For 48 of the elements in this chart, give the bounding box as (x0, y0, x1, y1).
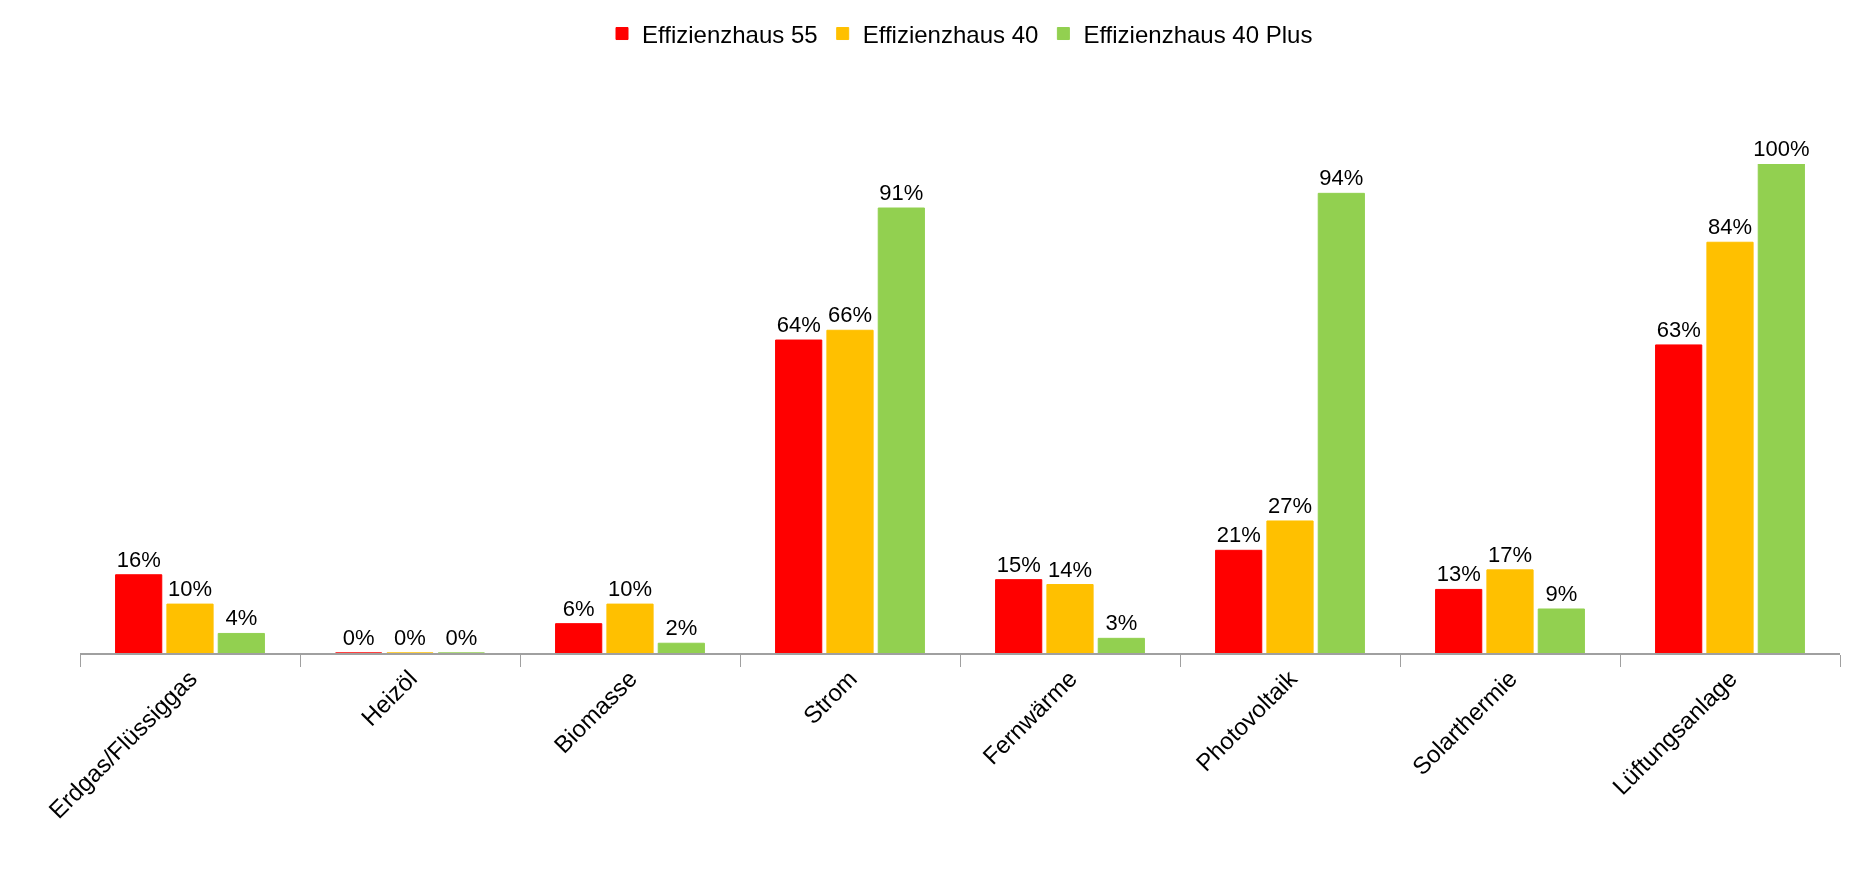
bar (995, 579, 1043, 653)
data-label: 100% (1753, 136, 1810, 161)
legend-label: Effizienzhaus 55 (642, 20, 818, 48)
bar (217, 632, 265, 653)
data-label: 13% (1436, 561, 1481, 587)
bar (1266, 520, 1314, 653)
legend-label: Effizienzhaus 40 Plus (1083, 20, 1313, 48)
bar (555, 623, 603, 653)
bar (1215, 549, 1263, 653)
data-label: 66% (827, 302, 873, 328)
bar (1486, 569, 1534, 653)
data-label: 17% (1487, 541, 1533, 567)
bar (1435, 588, 1483, 653)
data-label: 21% (1216, 522, 1261, 548)
data-label: 15% (996, 551, 1041, 577)
data-label: 0% (342, 625, 375, 650)
data-label: 4% (225, 605, 258, 631)
legend-label: Effizienzhaus 40 (862, 20, 1039, 48)
data-label: 63% (1656, 316, 1701, 342)
bar (1046, 584, 1094, 653)
data-label: 10% (607, 576, 653, 602)
bar (1317, 192, 1365, 653)
bar (1706, 241, 1754, 653)
bar (1537, 608, 1585, 653)
data-label: 94% (1319, 165, 1364, 191)
bar (775, 339, 823, 653)
bar (1757, 164, 1805, 653)
data-label: 16% (116, 546, 161, 572)
data-label: 10% (167, 576, 213, 602)
data-label: 0% (445, 625, 478, 650)
data-label: 27% (1267, 492, 1313, 518)
bar (877, 207, 925, 653)
data-label: 91% (879, 180, 924, 206)
data-label: 14% (1047, 556, 1093, 582)
bar (115, 574, 163, 653)
data-label: 3% (1105, 610, 1138, 636)
bar (826, 329, 874, 653)
bar (1655, 344, 1703, 653)
data-label: 9% (1545, 580, 1578, 606)
data-label: 2% (665, 615, 698, 641)
data-label: 64% (776, 312, 821, 338)
bar (606, 603, 654, 653)
bar (657, 642, 705, 653)
data-label: 6% (562, 595, 595, 621)
data-label: 84% (1707, 214, 1753, 240)
data-label: 0% (394, 625, 426, 650)
bar (166, 603, 214, 653)
bar (1097, 637, 1145, 653)
